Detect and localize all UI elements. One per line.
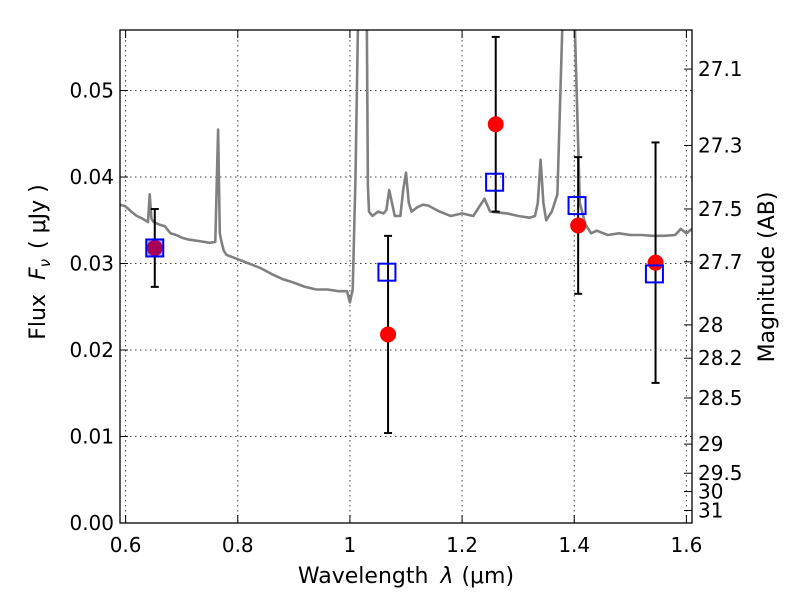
x-tick-label: 0.8 (222, 533, 254, 557)
x-axis-label-symbol: λ (439, 564, 453, 589)
observed-point (487, 116, 504, 133)
observed-point (570, 217, 587, 234)
y-tick-label: 0.00 (69, 511, 114, 535)
y-tick-label: 0.05 (69, 79, 114, 103)
y-right-tick-label: 28.2 (698, 346, 743, 370)
x-tick-label: 1.6 (670, 533, 702, 557)
y-axis-left: 0.00 0.01 0.02 0.03 0.04 0.05 (69, 79, 128, 535)
y-axis-label: Flux Fν ( μJy ) (26, 184, 54, 339)
x-tick-label: 1 (344, 533, 357, 557)
error-bars (150, 35, 660, 435)
plot-frame (119, 29, 693, 524)
y-right-tick-label: 31 (698, 498, 723, 522)
y-axis-label-symbol-sub: ν (36, 259, 54, 267)
x-axis-label-text: Wavelength (298, 564, 429, 589)
spectrum-series (120, 30, 692, 304)
y-axis-label-symbol: F (26, 267, 51, 280)
y-axis-label-text: Flux (26, 294, 51, 340)
y-right-tick-label: 29 (698, 432, 723, 456)
y-right-tick-label: 27.3 (698, 133, 743, 157)
y-axis-label-unit: ( μJy ) (26, 184, 51, 249)
x-axis: 0.6 0.8 1 1.2 1.4 1.6 (110, 30, 702, 557)
y-right-tick-label: 28 (698, 313, 723, 337)
x-axis-label-unit: (μm) (461, 564, 514, 589)
y-axis-right-label: Magnitude (AB) (755, 192, 780, 363)
model-points (145, 172, 664, 284)
y-tick-label: 0.01 (69, 425, 114, 449)
y-right-tick-label: 27.7 (698, 250, 743, 274)
x-axis-label: Wavelength λ (μm) (298, 564, 514, 589)
y-tick-label: 0.02 (69, 338, 114, 362)
x-tick-label: 0.6 (110, 533, 142, 557)
model-point (567, 196, 587, 216)
model-point (485, 172, 505, 192)
spectrum-line (120, 30, 692, 304)
grid (120, 30, 692, 523)
x-tick-label: 1.2 (446, 533, 478, 557)
y-tick-label: 0.04 (69, 165, 114, 189)
observed-point (647, 254, 664, 271)
y-right-tick-label: 30 (698, 480, 723, 504)
model-point (644, 264, 664, 284)
plot-area (120, 30, 692, 435)
y-right-tick-label: 27.5 (698, 197, 743, 221)
x-tick-label: 1.4 (558, 533, 590, 557)
y-right-tick-label: 29.5 (698, 461, 743, 485)
y-tick-label: 0.03 (69, 252, 114, 276)
observed-points (146, 116, 664, 343)
model-point (377, 262, 397, 282)
y-right-tick-label: 27.1 (698, 57, 743, 81)
model-point (145, 238, 165, 258)
y-right-tick-label: 28.5 (698, 386, 743, 410)
observed-point (380, 326, 397, 343)
